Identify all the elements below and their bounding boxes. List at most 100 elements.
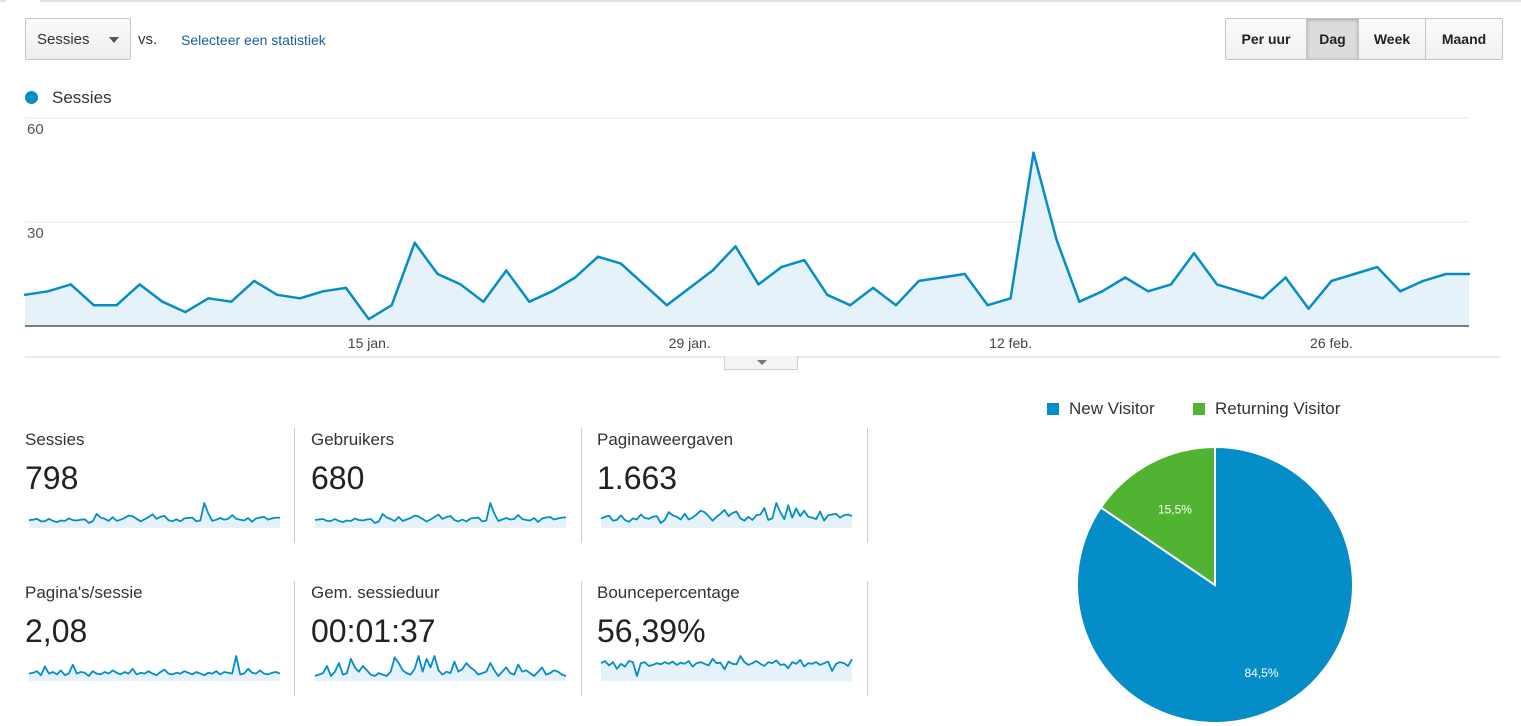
- select-metric-link[interactable]: Selecteer een statistiek: [181, 32, 326, 48]
- x-tick-label: 12 feb.: [989, 335, 1032, 351]
- data-point: [1009, 297, 1012, 300]
- week-button[interactable]: Week: [1359, 19, 1426, 59]
- data-point: [253, 279, 256, 283]
- data-point: [390, 304, 393, 307]
- metric-select-value: Sessies: [37, 30, 90, 48]
- data-point: [1123, 276, 1127, 279]
- month-button[interactable]: Maand: [1426, 19, 1502, 59]
- x-tick-label: 15 jan.: [348, 335, 390, 351]
- sparkline-fill: [29, 656, 280, 681]
- data-point: [1284, 276, 1287, 279]
- data-point: [184, 310, 187, 314]
- sparkline-line: [28, 655, 281, 677]
- data-point: [344, 286, 348, 290]
- sparkline: [28, 655, 281, 681]
- pie-slice-label: 15,5%: [1158, 502, 1192, 516]
- sparkline: [600, 502, 853, 528]
- data-point: [230, 300, 233, 303]
- sparkline: [314, 655, 567, 681]
- data-point: [573, 276, 577, 279]
- sparkline-fill: [601, 503, 852, 528]
- data-point: [734, 245, 737, 248]
- data-point: [482, 300, 485, 303]
- vs-label: vs.: [138, 31, 158, 48]
- data-point: [298, 297, 302, 300]
- data-point: [161, 300, 164, 303]
- metric-value: 56,39%: [597, 613, 706, 649]
- sparkline: [600, 655, 853, 681]
- data-point: [596, 255, 600, 258]
- data-point: [1307, 307, 1310, 310]
- metric-label: Sessies: [25, 430, 85, 449]
- sparkline-line: [28, 502, 280, 524]
- metric-value: 2,08: [25, 613, 88, 649]
- data-point: [505, 269, 508, 272]
- expand-down-icon: [757, 360, 767, 365]
- data-point: [963, 272, 966, 276]
- sparkline-line: [314, 655, 567, 677]
- metric-value: 798: [25, 460, 79, 496]
- divider: [581, 581, 582, 696]
- area-fill: [25, 152, 1469, 326]
- time-granularity-buttons: Per uur Dag Week Maand: [1225, 18, 1503, 60]
- data-point: [207, 297, 210, 300]
- data-point: [711, 269, 714, 272]
- divider: [581, 428, 582, 543]
- metric-select[interactable]: Sessies: [25, 18, 131, 60]
- divider: [294, 428, 295, 543]
- data-point: [871, 286, 875, 290]
- per-hour-button[interactable]: Per uur: [1226, 19, 1307, 59]
- metric-tile-pages-per-session: Pagina's/sessie 2,08: [25, 583, 285, 698]
- data-point: [1421, 279, 1425, 283]
- divider: [867, 428, 868, 543]
- data-point: [619, 262, 623, 265]
- top-border: [0, 0, 1521, 2]
- caret-down-icon: [109, 37, 119, 43]
- data-point: [1353, 272, 1356, 276]
- divider: [294, 581, 295, 696]
- data-point: [367, 317, 371, 321]
- metric-value: 1.663: [597, 460, 678, 496]
- chart-expand-handle[interactable]: [724, 356, 798, 370]
- data-point: [940, 276, 944, 279]
- divider: [867, 581, 868, 696]
- sparkline-fill: [315, 656, 566, 681]
- data-point: [917, 279, 921, 283]
- visitor-type-pie-chart: 84,5% 15,5%: [1076, 445, 1354, 724]
- y-tick-label: 60: [27, 121, 44, 138]
- data-point: [92, 304, 95, 307]
- legend-square-icon: [1047, 403, 1059, 415]
- data-point: [826, 293, 829, 296]
- metric-tile-avg-session-duration: Gem. sessieduur 00:01:37: [311, 583, 571, 698]
- sparkline-fill: [315, 503, 566, 528]
- pie-slice-label: 84,5%: [1244, 666, 1278, 680]
- day-button[interactable]: Dag: [1307, 19, 1359, 59]
- data-point: [665, 304, 668, 307]
- pie-legend-returning[interactable]: Returning Visitor: [1193, 399, 1340, 419]
- data-point: [115, 304, 118, 307]
- data-point: [1238, 290, 1241, 293]
- data-point: [1032, 151, 1035, 154]
- data-point: [23, 293, 27, 296]
- pie-legend-label: New Visitor: [1069, 399, 1155, 418]
- legend-dot-icon: [25, 91, 38, 104]
- data-point: [803, 258, 806, 262]
- data-point: [1215, 283, 1219, 286]
- data-point: [1169, 283, 1173, 286]
- data-point: [1192, 252, 1196, 255]
- data-point: [1055, 238, 1058, 241]
- sparkline-line: [600, 655, 853, 677]
- metric-label: Gem. sessieduur: [311, 583, 440, 602]
- data-point: [1467, 272, 1471, 276]
- pie-slice-returning-visitor: [1099, 445, 1216, 587]
- metric-value: 680: [311, 460, 365, 496]
- pie-legend-new[interactable]: New Visitor: [1047, 399, 1155, 419]
- metric-tile-sessions: Sessies 798: [25, 430, 285, 545]
- chart-legend-label: Sessies: [52, 88, 112, 107]
- data-point: [1146, 290, 1150, 293]
- metric-label: Paginaweergaven: [597, 430, 734, 449]
- data-point: [459, 283, 462, 286]
- data-point: [1261, 297, 1264, 300]
- data-point: [757, 283, 760, 286]
- metric-label: Bouncepercentage: [597, 583, 740, 602]
